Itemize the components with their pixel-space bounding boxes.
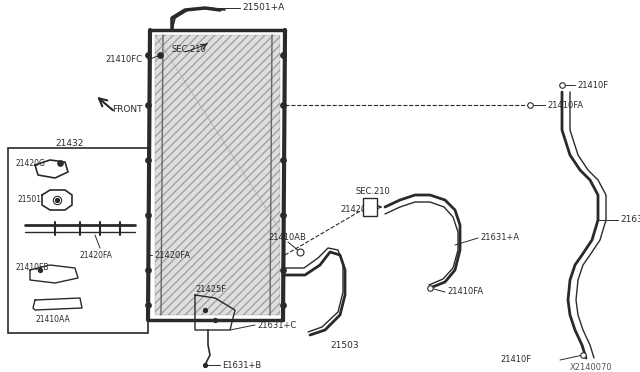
Text: 21410F: 21410F [577, 80, 608, 90]
Text: 21420FA: 21420FA [154, 250, 190, 260]
Text: SEC.210: SEC.210 [172, 45, 207, 55]
Bar [363, 198, 377, 216]
Text: 21420FB: 21420FB [340, 205, 377, 215]
Bar [8, 148, 148, 333]
Text: 21410FA: 21410FA [547, 100, 583, 109]
Text: 21631+C: 21631+C [257, 321, 296, 330]
Polygon shape [155, 35, 280, 315]
Text: 21503: 21503 [330, 340, 358, 350]
Text: 21420FA: 21420FA [80, 250, 113, 260]
Text: 21410FC: 21410FC [105, 55, 142, 64]
Text: 21410AB: 21410AB [268, 234, 306, 243]
Text: 21410F: 21410F [500, 356, 531, 365]
Text: 21425F: 21425F [195, 285, 226, 295]
Text: 21501+A: 21501+A [242, 3, 284, 13]
Text: 21420G: 21420G [15, 158, 45, 167]
Text: E1631+B: E1631+B [222, 360, 261, 369]
Text: 21410FA: 21410FA [447, 286, 483, 295]
Text: X2140070: X2140070 [570, 363, 612, 372]
Text: 21410AA: 21410AA [35, 315, 70, 324]
Text: 21631+A: 21631+A [480, 232, 519, 241]
Text: 21432: 21432 [55, 138, 83, 148]
Text: 21631: 21631 [620, 215, 640, 224]
Text: 21501: 21501 [18, 196, 42, 205]
Text: FRONT: FRONT [112, 106, 143, 115]
Text: SEC.210: SEC.210 [355, 187, 390, 196]
Text: 21410FB: 21410FB [15, 263, 49, 273]
